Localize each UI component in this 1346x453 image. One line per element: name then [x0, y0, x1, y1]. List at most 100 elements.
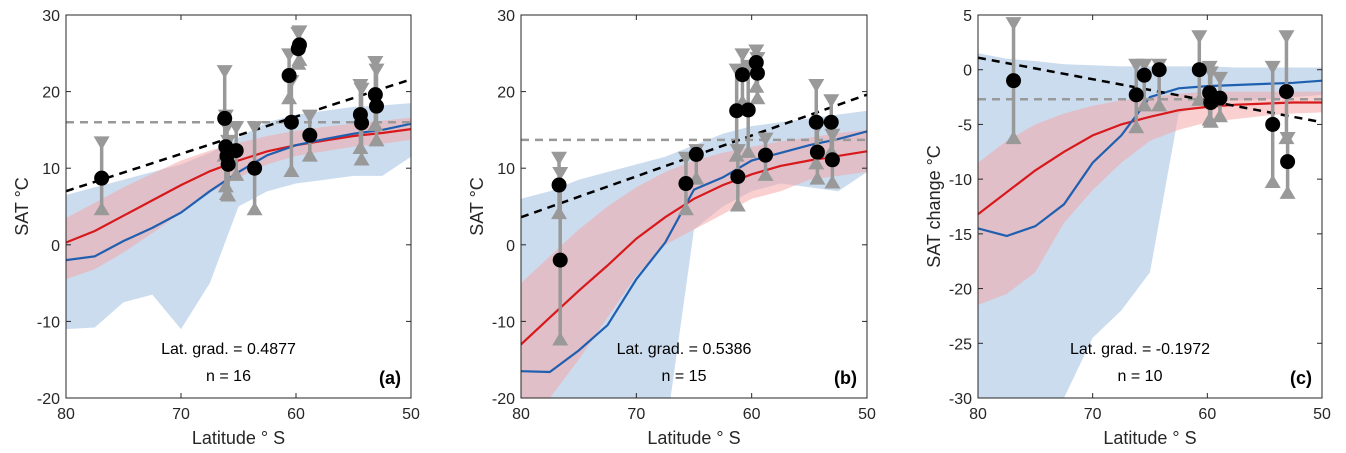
plot-area [978, 17, 1322, 398]
upper-triangle-marker [552, 167, 569, 181]
lower-triangle-marker [1202, 114, 1219, 128]
x-tick-label: 80 [57, 406, 75, 423]
model-line-blue [978, 79, 1322, 238]
upper-triangle-marker [291, 25, 308, 39]
proxy-point [729, 103, 745, 119]
y-tick-label: 5 [963, 8, 972, 25]
proxy-point [220, 156, 236, 172]
y-tick-label: -30 [949, 391, 972, 408]
proxy-point [688, 146, 704, 162]
model-line-red [978, 101, 1322, 216]
proxy-point [1128, 87, 1144, 103]
proxy-point [678, 176, 694, 192]
lower-triangle-marker [749, 90, 766, 105]
proxy-point [1280, 154, 1296, 170]
y-tick-label: -20 [37, 391, 60, 408]
proxy-point [291, 37, 307, 53]
y-tick-label: 30 [497, 8, 515, 25]
proxy-point [551, 177, 567, 193]
lower-triangle-marker [301, 148, 318, 162]
lower-triangle-marker [1211, 108, 1228, 123]
y-tick-label: 10 [42, 161, 60, 178]
panel-c: 80 70 60 50 -30 -25 -20 -15 -10 -5 0 5 Latitude ° S S… [924, 8, 1331, 448]
proxy-point [217, 110, 233, 126]
lower-triangle-marker [757, 167, 774, 181]
proxy-point [228, 143, 244, 159]
regression-line [978, 56, 1322, 124]
lower-triangle-marker [552, 331, 569, 346]
upper-triangle-marker [757, 132, 774, 147]
upper-triangle-marker [301, 109, 318, 124]
upper-triangle-marker [93, 136, 110, 151]
lower-triangle-marker [368, 132, 385, 147]
proxy-point [367, 87, 383, 103]
proxy-point [1278, 84, 1294, 100]
axes-box [520, 14, 868, 399]
lower-triangle-marker [740, 144, 757, 158]
proxy-point [1006, 73, 1022, 89]
proxy-point [740, 102, 756, 118]
lower-triangle-marker [1136, 97, 1153, 112]
y-tick-label: 20 [497, 85, 515, 102]
axes-box [977, 14, 1323, 399]
lower-triangle-marker [228, 167, 245, 181]
lower-triangle-marker [93, 201, 110, 216]
proxy-point [283, 114, 299, 130]
y-tick-label: -10 [949, 172, 972, 189]
n-annotation: n = 10 [1118, 368, 1163, 385]
proxy-point [354, 115, 370, 131]
proxy-point [1136, 67, 1152, 83]
proxy-point [281, 68, 297, 84]
lower-triangle-marker [283, 163, 300, 177]
lower-triangle-marker [246, 201, 263, 216]
lower-triangle-marker [281, 90, 298, 105]
y-tick-label: -25 [949, 336, 972, 353]
plot-area [521, 44, 867, 398]
y-tick-label: -15 [949, 227, 972, 244]
upper-triangle-marker [1191, 30, 1208, 44]
lower-triangle-marker [1279, 185, 1296, 199]
proxy-point [369, 98, 384, 114]
model-line-red [521, 150, 867, 346]
proxy-point [809, 144, 825, 160]
regression-line [66, 78, 411, 193]
y-tick-label: -10 [37, 314, 60, 331]
x-axis-label: Latitude ° S [192, 428, 285, 448]
proxy-point [749, 65, 765, 81]
lower-triangle-marker [677, 201, 694, 216]
upper-triangle-marker [367, 55, 384, 70]
lower-triangle-marker [1005, 130, 1022, 145]
upper-triangle-marker [551, 151, 568, 166]
lower-triangle-marker [220, 187, 237, 202]
lower-triangle-marker [1151, 97, 1168, 112]
x-tick-label: 60 [1198, 406, 1216, 423]
uncertainty-band-blue [66, 103, 411, 330]
proxy-point [824, 152, 840, 168]
upper-triangle-marker [228, 121, 245, 135]
panel-label: (c) [1290, 368, 1312, 388]
proxy-point [247, 160, 263, 176]
x-tick-label: 60 [287, 406, 305, 423]
upper-triangle-marker [734, 48, 751, 62]
y-tick-label: 0 [51, 238, 60, 255]
lower-triangle-marker [809, 171, 826, 185]
proxy-point [758, 147, 774, 163]
y-axis-label: SAT °C [12, 177, 32, 236]
upper-triangle-marker [216, 65, 233, 79]
lower-triangle-marker [824, 174, 841, 189]
upper-triangle-marker [1211, 71, 1228, 86]
y-tick-label: 20 [42, 85, 60, 102]
gradient-annotation: Lat. grad. = 0.5386 [617, 341, 752, 358]
x-tick-label: 70 [1084, 406, 1102, 423]
proxy-point [1151, 62, 1167, 78]
upper-triangle-marker [368, 63, 385, 78]
plot-area [66, 25, 411, 330]
n-annotation: n = 15 [662, 368, 707, 385]
uncertainty-band-red [978, 91, 1322, 305]
proxy-point [734, 67, 750, 83]
proxy-point [94, 170, 110, 186]
lower-triangle-marker [291, 52, 308, 66]
upper-triangle-marker [1279, 132, 1296, 146]
x-tick-label: 80 [969, 406, 987, 423]
lower-triangle-marker [353, 151, 370, 166]
